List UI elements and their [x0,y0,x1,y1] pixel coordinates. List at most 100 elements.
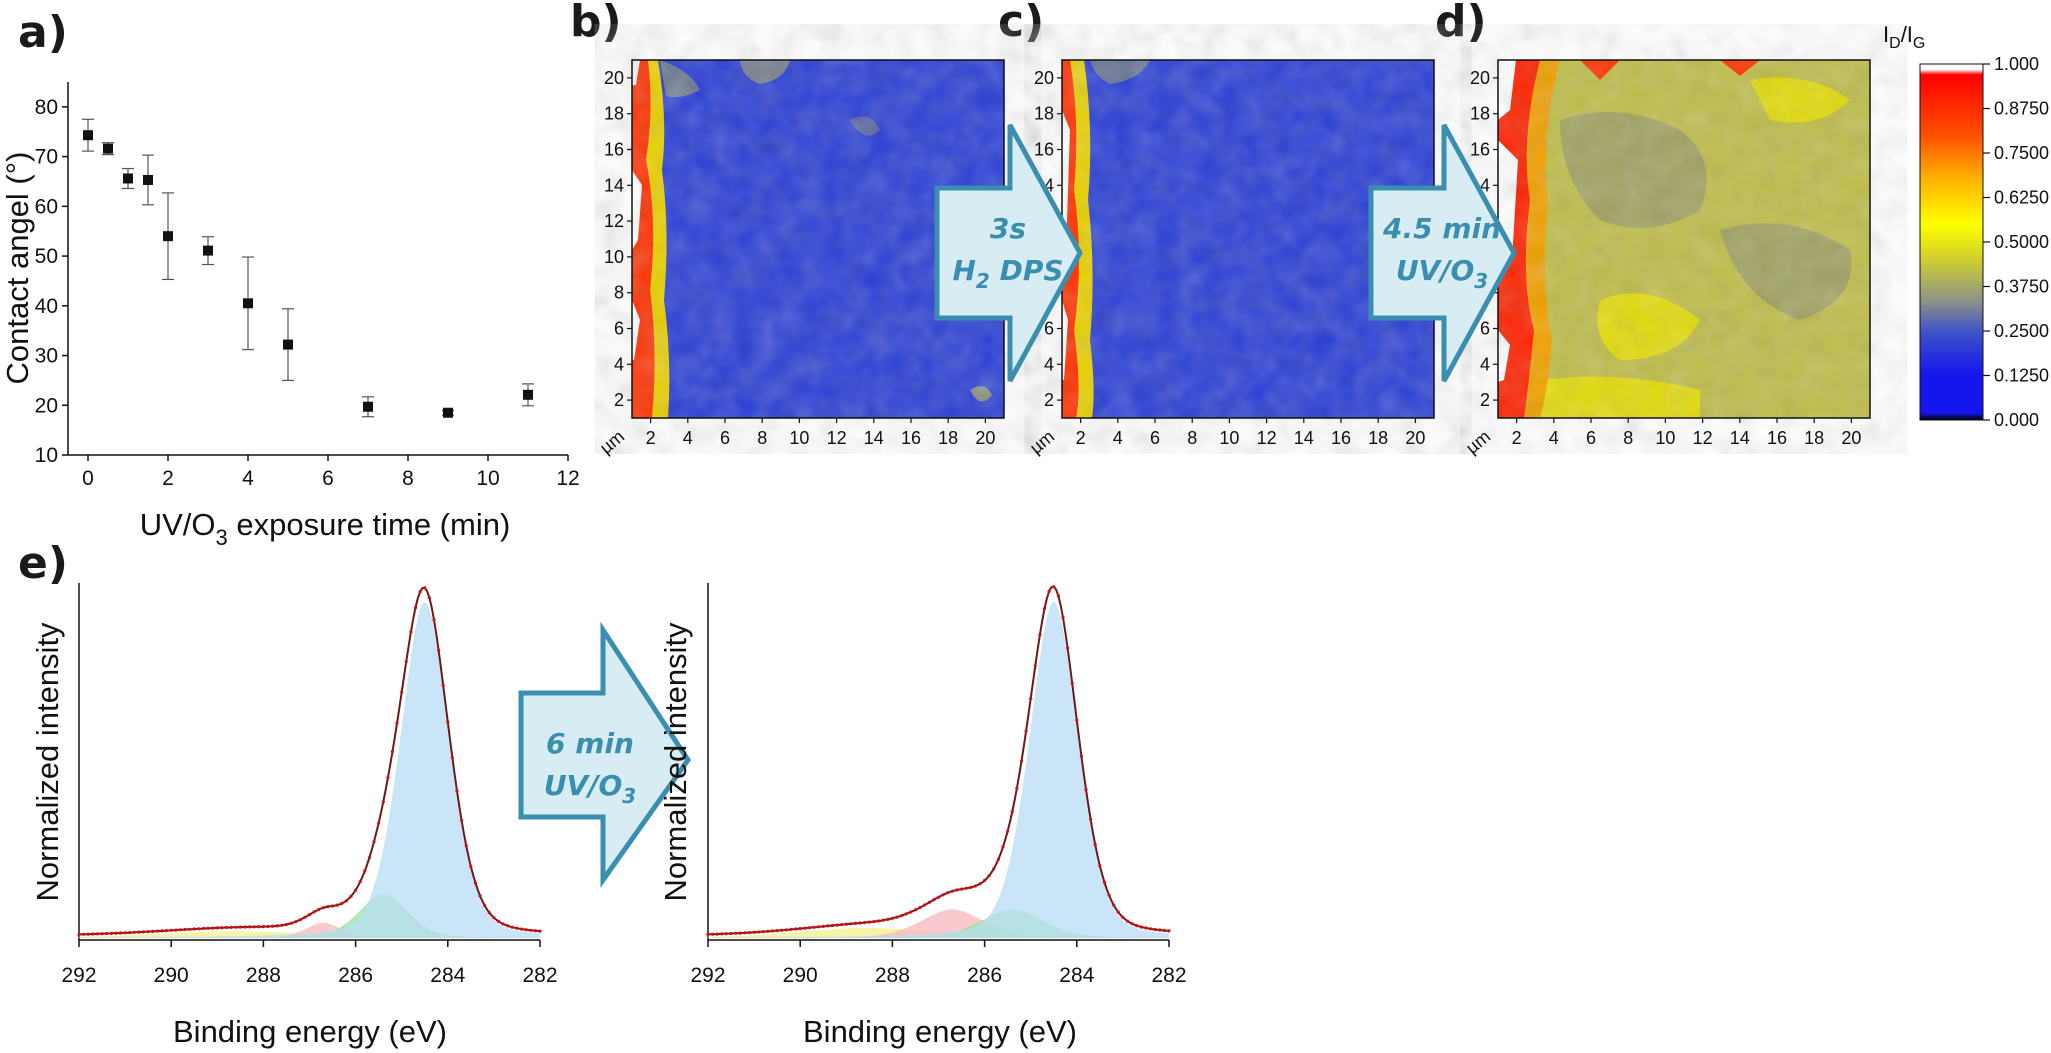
xps-data-point [413,606,418,610]
map-y-tick-label: 18 [1470,104,1490,124]
panel-a-x-tick-label: 8 [402,467,414,490]
panel-a-x-tick-label: 0 [82,467,94,490]
colorbar-ticks: 1.000 0.8750 0.7500 0.6250 0.5000 0.3750 0.250… [1983,54,2049,430]
xps-data-point [271,924,275,928]
xps-data-point [1149,927,1153,931]
xps-data-point [826,924,830,928]
xps-data-point [326,905,330,909]
xps-data-point [446,720,450,724]
panel-a-y-tick-label: 80 [35,96,58,119]
map-x-tick-label: 8 [1623,428,1633,448]
xps-data-point [1075,718,1079,722]
xps-data-point [197,927,201,931]
panel-a-point [163,231,173,242]
xps-data-point [155,929,159,933]
xps-data-point [483,903,487,908]
map-y-tick-label: 18 [604,104,624,124]
xps-data-point [321,906,325,910]
xps-data-point [354,888,358,892]
map-x-tick-label: 6 [720,428,730,448]
xps-data-point [146,930,150,934]
map-x-tick-label: 2 [1512,428,1522,448]
map-x-tick-label: 10 [1655,428,1675,448]
panel-a-point [443,407,453,418]
xps-data-point [1089,817,1093,821]
xps-data-point [1079,754,1083,758]
xps-data-point [794,927,798,931]
xps-x-tick-label: 282 [1151,964,1186,987]
arrow-e-shape [518,621,692,888]
map-x-tick-label: 18 [1368,428,1388,448]
colorbar-tick-label: 0.8750 [1994,99,2049,119]
arrow-cd-shape [1368,123,1517,383]
map-x-tick-label: 8 [1187,428,1197,448]
contact-angle-chart: 10 20 30 40 50 60 70 80 0 2 4 6 8 10 12 Contact angel… [0,82,580,550]
map-y-tick-label: 4 [1044,354,1054,374]
arrow-cd-line1: 4.5 min [1382,212,1501,245]
xps-data-point [1167,929,1171,933]
xps-data-point [853,921,858,926]
xps-data-point [1098,864,1102,868]
xps-data-point [1135,924,1139,928]
xps-data-point [132,930,136,934]
map-b-y-ticks: 2 4 6 8 10 12 14 16 18 20 [604,68,632,410]
xps-data-point [895,915,899,919]
xps-x-tick-label: 284 [1059,964,1094,987]
xps-data-point [835,923,839,927]
xps-data-point [496,919,501,924]
panel-a-x-ticks: 0 2 4 6 8 10 12 [82,455,580,490]
map-x-tick-label: 2 [646,428,656,448]
xps-data-point [100,932,104,936]
xps-x-tick-label: 290 [783,964,818,987]
map-x-tick-label: 10 [1219,428,1239,448]
xps-data-point [464,844,468,848]
xps-data-point [312,910,316,914]
xps-data-point [450,756,454,760]
xps-data-point [1006,829,1010,833]
xps-data-point [927,900,931,905]
xps-data-point [904,912,908,916]
xps-data-point [317,907,321,912]
xps-data-point [303,915,307,919]
xps-data-point [432,618,436,622]
map-y-tick-label: 2 [1044,390,1054,410]
xps-x-tick-label: 288 [246,964,281,987]
xps-data-point [266,924,270,929]
xps-data-point [941,893,945,897]
xps-data-point [469,864,473,869]
xps-x-tick-label: 290 [154,964,189,987]
panel-letter-d: d) [1435,0,1487,47]
xps-data-point [423,586,427,590]
xps-data-point [515,926,519,930]
map-y-tick-label: 2 [1480,390,1490,410]
xps-data-point [770,929,775,933]
xps-data-point [238,925,242,929]
map-y-tick-label: 16 [1034,140,1054,160]
xps-data-point [529,928,533,932]
map-y-tick-label: 16 [604,140,624,160]
xps-data-point [752,930,756,934]
xps-data-point [340,901,344,906]
xps-data-point [427,596,431,600]
xps-x-tick-label: 288 [875,964,910,987]
panel-a-y-tick-label: 50 [35,245,58,268]
xps-data-point [123,931,127,935]
colorbar-tick-label: 0.3750 [1994,277,2049,297]
map-y-tick-label: 10 [604,247,624,267]
xps-data-point [294,920,298,924]
xps-spectrum-before: 292 290 288 286 284 282 Normalized intensity … [30,583,558,1049]
xps-data-point [955,888,959,892]
panel-a-point [283,339,293,350]
xps-data-point [1047,589,1051,594]
xps-data-point [964,886,968,890]
xps-data-point [280,923,284,927]
panel-letter-b: b) [570,0,622,47]
xps-data-point [913,908,918,912]
colorbar-title-g: G [1913,35,1925,52]
xps-data-point [455,789,459,793]
panel-a-y-tick-label: 70 [35,146,58,169]
xps-data-point [243,925,247,929]
map-x-tick-label: 4 [1113,428,1123,448]
arrow-cd-line2: UV/O3 [1396,254,1488,293]
xps-data-point [858,921,862,925]
